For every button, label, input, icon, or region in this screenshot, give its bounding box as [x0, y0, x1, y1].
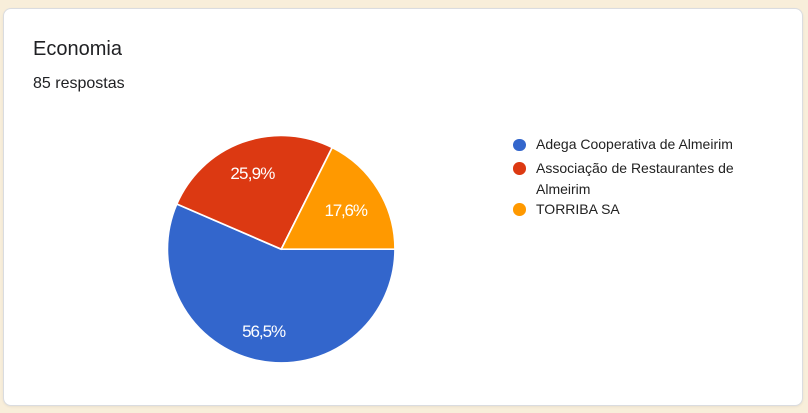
- svg-text:25,9%: 25,9%: [230, 164, 275, 183]
- svg-text:17,6%: 17,6%: [324, 201, 368, 220]
- svg-text:56,5%: 56,5%: [242, 322, 286, 341]
